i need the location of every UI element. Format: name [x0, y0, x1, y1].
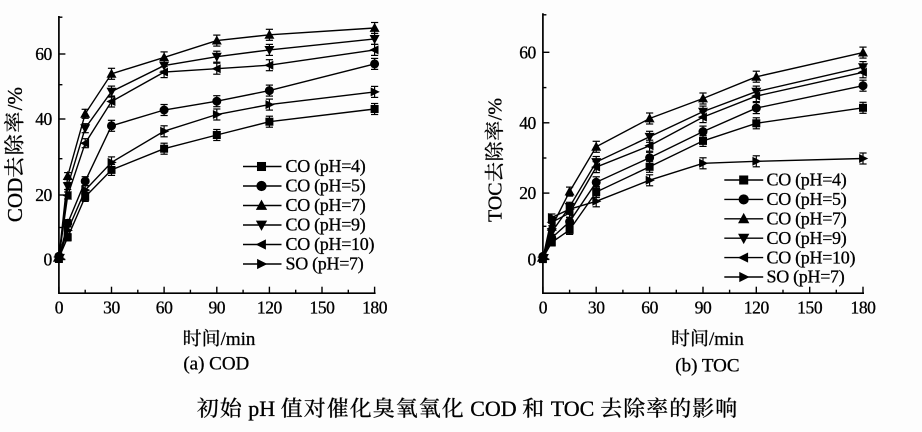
- svg-text:90: 90: [695, 298, 712, 318]
- svg-text:60: 60: [519, 42, 536, 62]
- svg-text:COD: COD: [3, 178, 27, 222]
- svg-text:20: 20: [519, 183, 536, 203]
- svg-text:/min: /min: [221, 329, 256, 350]
- svg-text:90: 90: [208, 298, 225, 318]
- svg-text:/min: /min: [709, 329, 744, 350]
- svg-text:CO (pH=10): CO (pH=10): [767, 247, 856, 268]
- svg-text:120: 120: [257, 298, 283, 318]
- svg-text:TOC: TOC: [545, 396, 600, 421]
- svg-text:CO (pH=5): CO (pH=5): [286, 176, 366, 197]
- svg-text:0: 0: [539, 298, 548, 318]
- svg-text:150: 150: [309, 298, 335, 318]
- svg-text:CO (pH=10): CO (pH=10): [286, 234, 375, 255]
- svg-text:(b) TOC: (b) TOC: [675, 356, 739, 377]
- svg-text:180: 180: [850, 298, 876, 318]
- svg-text:CO (pH=4): CO (pH=4): [286, 156, 366, 177]
- svg-text:0: 0: [528, 249, 537, 269]
- svg-text:CO (pH=9): CO (pH=9): [286, 215, 366, 236]
- svg-text:CO (pH=5): CO (pH=5): [767, 189, 847, 210]
- svg-text:120: 120: [744, 298, 770, 318]
- svg-text:SO (pH=7): SO (pH=7): [286, 254, 364, 275]
- svg-text:40: 40: [35, 109, 52, 129]
- svg-text:30: 30: [103, 298, 120, 318]
- svg-text:180: 180: [362, 298, 388, 318]
- svg-text:(a) COD: (a) COD: [183, 354, 249, 375]
- svg-text:60: 60: [156, 298, 173, 318]
- svg-text:CO (pH=7): CO (pH=7): [767, 209, 847, 230]
- svg-text:CO (pH=4): CO (pH=4): [767, 170, 847, 191]
- svg-text:60: 60: [35, 44, 52, 64]
- svg-text:/%: /%: [3, 87, 27, 110]
- svg-text:CO (pH=7): CO (pH=7): [286, 195, 366, 216]
- svg-text:SO (pH=7): SO (pH=7): [767, 267, 845, 288]
- svg-text:COD: COD: [465, 396, 522, 421]
- svg-text:150: 150: [797, 298, 823, 318]
- svg-text:CO (pH=9): CO (pH=9): [767, 228, 847, 249]
- svg-text:30: 30: [588, 298, 605, 318]
- svg-text:0: 0: [55, 298, 64, 318]
- svg-text:TOC: TOC: [485, 182, 507, 222]
- svg-text:40: 40: [519, 113, 536, 133]
- svg-text:20: 20: [35, 185, 52, 205]
- svg-text:/%: /%: [485, 98, 507, 120]
- svg-text:0: 0: [44, 250, 53, 270]
- svg-text:60: 60: [641, 298, 658, 318]
- svg-text:pH: pH: [243, 396, 281, 421]
